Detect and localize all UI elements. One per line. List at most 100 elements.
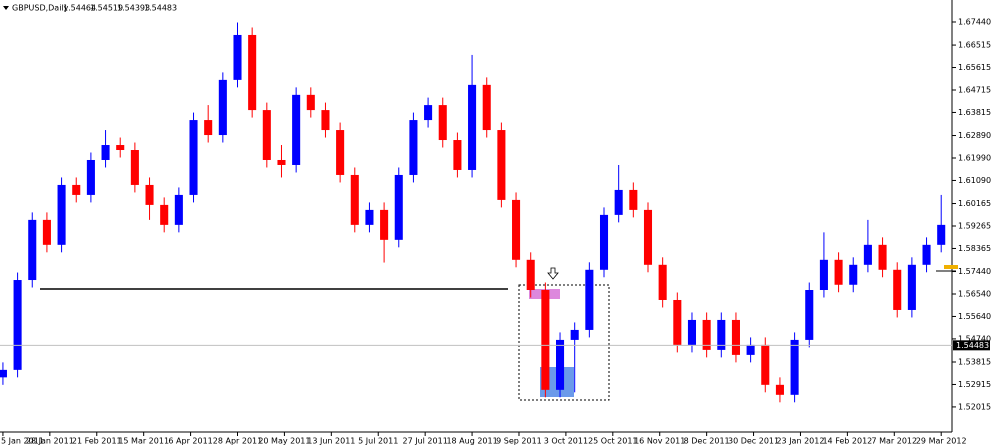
candle-body	[907, 264, 916, 310]
y-tick-label: 1.57440	[958, 267, 991, 276]
candle-body	[570, 329, 579, 340]
arrow-icon	[547, 267, 559, 280]
candle-body	[0, 369, 7, 378]
candle-body	[834, 259, 843, 285]
y-tick-label: 1.61090	[958, 176, 991, 185]
candle-body	[775, 384, 784, 395]
candle-body	[42, 219, 51, 245]
symbol-title: GBPUSD,Daily	[12, 4, 69, 13]
y-tick-label: 1.52015	[958, 402, 991, 411]
candle-body	[72, 184, 81, 195]
candle-body	[585, 269, 594, 330]
y-tick-label: 1.58365	[958, 244, 991, 253]
y-tick-label: 1.67440	[958, 17, 991, 26]
candle-body	[643, 209, 653, 265]
candle-body	[937, 224, 946, 245]
candle-body	[101, 145, 110, 160]
y-tick-label: 1.53815	[958, 358, 991, 367]
candle-body	[145, 184, 154, 205]
x-tick-label: 15 Mar 2011	[118, 437, 169, 446]
x-tick-label: 9 Sep 2011	[496, 437, 542, 446]
x-tick-label: 28 Jan 2011	[26, 437, 74, 446]
y-tick-label: 1.63815	[958, 108, 991, 117]
candle-body	[878, 244, 887, 270]
candle-body	[790, 339, 799, 395]
candle-body	[805, 290, 814, 340]
x-tick-label: 5 Jul 2011	[358, 437, 398, 446]
candle-body	[922, 244, 931, 265]
candle-body	[468, 84, 477, 170]
candle-body	[438, 105, 447, 141]
candle-body	[424, 105, 433, 121]
candle-body	[321, 110, 330, 131]
zone-box	[518, 284, 610, 401]
level-marker	[944, 265, 958, 269]
y-tick-label: 1.62890	[958, 131, 991, 140]
candle-body	[174, 194, 183, 225]
candle-body	[28, 219, 37, 281]
quote-low: 1.54393	[117, 4, 150, 13]
x-tick-label: 8 Dec 2011	[684, 437, 730, 446]
candle-body	[248, 34, 257, 111]
candle-body	[673, 299, 682, 345]
x-tick-label: 14 Feb 2012	[822, 437, 872, 446]
candle-body	[350, 174, 359, 225]
x-tick-label: 21 Feb 2011	[72, 437, 122, 446]
x-tick-label: 16 Nov 2011	[634, 437, 685, 446]
x-tick-label: 23 Jan 2012	[776, 437, 824, 446]
candle-body	[189, 120, 198, 195]
candle-body	[365, 209, 374, 225]
candle-body	[687, 319, 697, 345]
x-tick-label: 7 Mar 2012	[871, 437, 917, 446]
candle-body	[453, 140, 462, 170]
candle-body	[394, 174, 403, 240]
last-price-box	[953, 340, 990, 351]
candle-body	[336, 130, 345, 175]
candle-body	[541, 290, 550, 390]
y-tick-label: 1.60165	[958, 199, 991, 208]
candle-body	[849, 264, 858, 285]
quote-open: 1.54464	[63, 4, 96, 13]
y-tick-label: 1.61990	[958, 153, 991, 162]
x-tick-label: 30 Dec 2011	[728, 437, 779, 446]
x-tick-label: 3 Oct 2011	[544, 437, 588, 446]
candle-body	[204, 120, 213, 136]
y-tick-label: 1.56540	[958, 289, 991, 298]
x-tick-label: 27 Jul 2011	[403, 437, 448, 446]
x-tick-label: 18 Aug 2011	[446, 437, 497, 446]
candle-body	[57, 184, 66, 245]
candle-body	[863, 244, 872, 265]
candle-body	[116, 145, 125, 151]
candle-body	[731, 319, 740, 355]
last-price-label: 1.54483	[956, 341, 989, 350]
candle-body	[702, 319, 711, 350]
candle-body	[482, 84, 491, 131]
candle-body	[526, 259, 535, 291]
quote-high: 1.54519	[90, 4, 123, 13]
x-tick-label: 29 Mar 2012	[916, 437, 967, 446]
x-tick-label: 20 May 2011	[258, 437, 310, 446]
candle-body	[717, 319, 726, 350]
x-tick-label: 25 Oct 2011	[588, 437, 637, 446]
candle-body	[380, 209, 389, 240]
y-tick-label: 1.55640	[958, 312, 991, 321]
x-tick-label: 28 Apr 2011	[213, 437, 262, 446]
menu-arrow[interactable]	[3, 6, 9, 10]
candle-body	[233, 34, 242, 80]
candle-body	[218, 79, 227, 136]
quote-close: 1.54483	[144, 4, 177, 13]
candle-body	[614, 189, 623, 215]
candle-body	[599, 214, 609, 270]
candle-body	[497, 130, 506, 200]
x-tick-label: 5 Jan 2011	[1, 437, 44, 446]
y-tick-label: 1.64715	[958, 85, 991, 94]
plot-layer: 1.67440 1.66515 1.65615 1.64715 1.63815 1.628…	[0, 17, 991, 446]
candle-body	[13, 280, 22, 370]
y-tick-label: 1.59265	[958, 221, 991, 230]
candle-body	[555, 339, 565, 390]
candle-body	[512, 199, 521, 260]
candle-body	[658, 264, 667, 300]
candle-body	[746, 344, 755, 355]
